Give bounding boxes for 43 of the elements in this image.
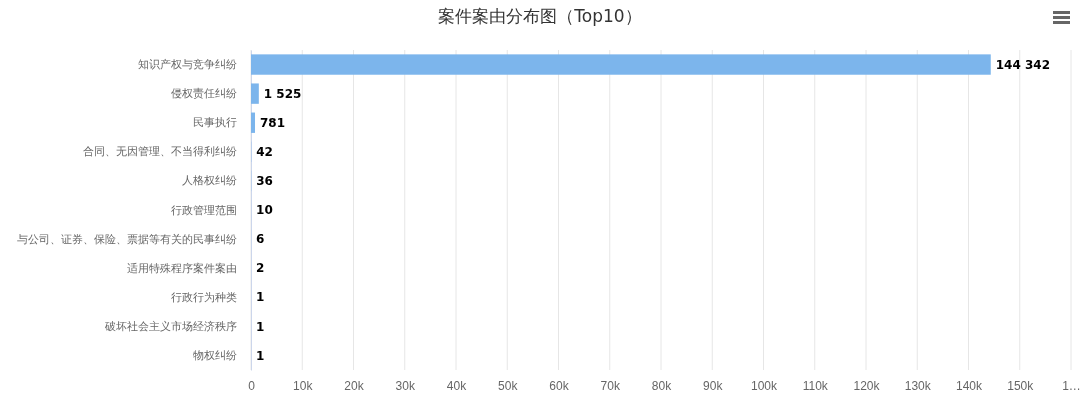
- x-tick-label: 0: [248, 378, 256, 393]
- data-label: 781: [260, 115, 286, 130]
- data-label: 1: [256, 290, 265, 305]
- x-tick-label: 1…: [1062, 378, 1080, 393]
- x-tick-label: 60k: [549, 378, 570, 393]
- x-tick-label: 100k: [750, 378, 779, 393]
- data-label: 1: [256, 319, 265, 334]
- x-tick-label: 80k: [651, 378, 673, 393]
- y-tick-label: 行政管理范围: [171, 203, 237, 216]
- y-tick-label: 知识产权与竞争纠纷: [138, 58, 237, 71]
- y-tick-label: 物权纠纷: [193, 348, 237, 361]
- data-label: 42: [256, 145, 273, 160]
- x-tick-label: 120k: [853, 378, 881, 393]
- data-label: 6: [256, 232, 265, 247]
- x-tick-label: 130k: [904, 378, 932, 393]
- x-tick-label: 30k: [395, 378, 416, 393]
- y-tick-label: 行政行为种类: [171, 290, 237, 303]
- x-tick-label: 140k: [955, 378, 984, 393]
- chart-title: 案件案由分布图（Top10）: [438, 6, 642, 26]
- data-label: 36: [256, 174, 273, 189]
- data-label: 10: [256, 203, 273, 218]
- y-tick-label: 侵权责任纠纷: [171, 87, 237, 100]
- y-tick-label: 适用特殊程序案件案由: [127, 261, 237, 274]
- data-label: 1: [256, 348, 265, 363]
- x-tick-label: 40k: [446, 378, 468, 393]
- x-tick-label: 50k: [498, 378, 519, 393]
- x-tick-label: 110k: [802, 378, 829, 393]
- x-tick-label: 10k: [293, 378, 314, 393]
- bar: [251, 83, 259, 104]
- data-label: 1 525: [263, 86, 302, 101]
- y-tick-label: 破坏社会主义市场经济秩序: [104, 319, 237, 332]
- bar: [251, 54, 991, 75]
- x-tick-label: 20k: [344, 378, 365, 393]
- bar: [251, 112, 255, 133]
- data-label: 144 342: [995, 57, 1051, 72]
- y-tick-label: 合同、无因管理、不当得利纠纷: [83, 145, 237, 158]
- y-tick-label: 人格权纠纷: [182, 174, 237, 187]
- data-label: 2: [256, 261, 265, 276]
- x-tick-label: 90k: [703, 378, 724, 393]
- y-tick-label: 与公司、证券、保险、票据等有关的民事纠纷: [17, 232, 237, 245]
- y-tick-label: 民事执行: [193, 116, 237, 129]
- x-tick-label: 70k: [600, 378, 621, 393]
- x-tick-label: 150k: [1007, 378, 1035, 393]
